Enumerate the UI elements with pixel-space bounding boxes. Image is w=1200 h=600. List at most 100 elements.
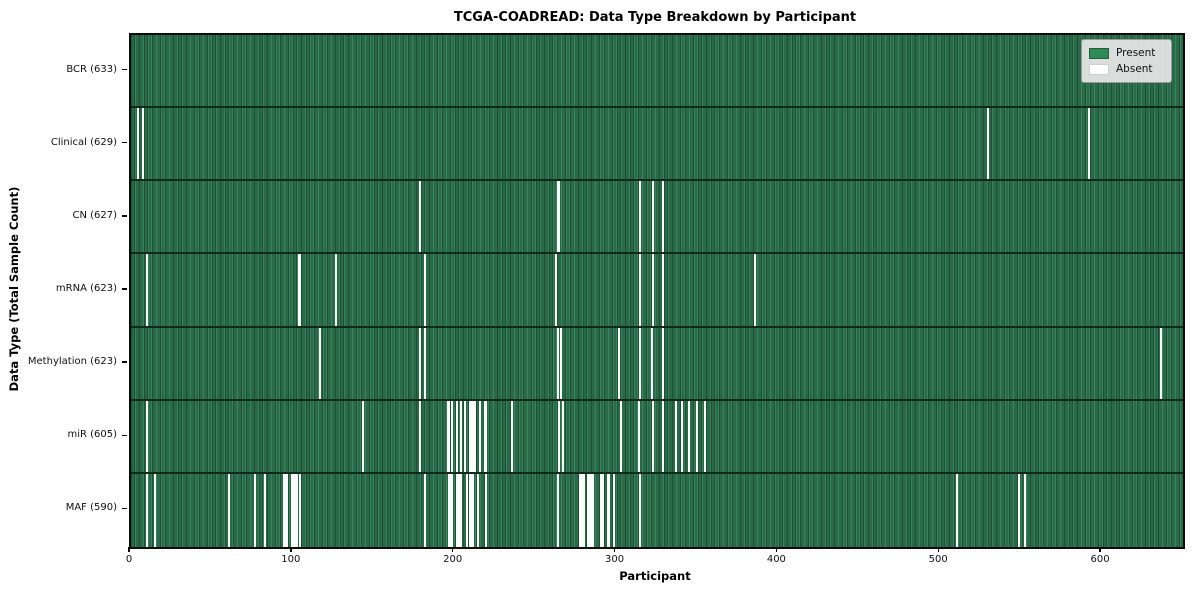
absent-line (477, 473, 480, 547)
absent-line (291, 473, 294, 547)
absent-line (464, 400, 467, 472)
absent-line (448, 473, 451, 547)
absent-line (292, 473, 295, 547)
y-tick-label-maf: MAF (590) (65, 502, 117, 514)
x-tick-mark (290, 547, 292, 552)
absent-line (318, 327, 321, 399)
absent-line (469, 473, 472, 547)
legend-absent-label: Absent (1116, 62, 1153, 75)
absent-line (639, 181, 642, 253)
absent-line (556, 181, 559, 253)
absent-line (153, 473, 156, 547)
x-axis-title: Participant (619, 569, 691, 583)
absent-line (618, 327, 621, 399)
absent-line (561, 400, 564, 472)
absent-line (478, 400, 481, 472)
present-swatch-icon (1089, 47, 1109, 59)
absent-line (582, 473, 585, 547)
plot-area (129, 33, 1185, 549)
x-tick-label-200: 200 (443, 554, 463, 565)
y-tick-label-clinical: Clinical (629) (50, 136, 117, 148)
absent-line (639, 254, 642, 326)
absent-line (448, 400, 451, 472)
absent-line (555, 254, 558, 326)
y-tick-mark (122, 434, 127, 436)
x-tick-mark (451, 547, 454, 552)
legend: Present Absent (1081, 39, 1172, 83)
absent-line (1087, 108, 1090, 180)
y-tick-label-bcr: BCR (633) (66, 63, 117, 75)
absent-line (472, 473, 475, 547)
absent-line (987, 108, 990, 180)
x-tick-mark (937, 547, 939, 552)
absent-line (485, 473, 488, 547)
x-tick-label-500: 500 (928, 554, 948, 565)
absent-line (469, 400, 472, 472)
absent-line (294, 473, 297, 547)
absent-line (639, 327, 642, 399)
absent-line (286, 473, 289, 547)
absent-line (637, 400, 640, 472)
absent-line (459, 473, 462, 547)
absent-swatch-icon (1089, 63, 1109, 75)
x-tick-mark (613, 547, 616, 552)
absent-line (650, 327, 653, 399)
absent-line (137, 108, 140, 180)
absent-line (1017, 473, 1020, 547)
absent-line (446, 400, 449, 472)
absent-line (661, 327, 664, 399)
absent-line (419, 400, 422, 472)
absent-line (558, 400, 561, 472)
absent-line (466, 473, 469, 547)
x-tick-label-0: 0 (125, 554, 133, 565)
absent-line (601, 473, 604, 547)
absent-line (652, 254, 655, 326)
absent-line (639, 473, 642, 547)
chart-title: TCGA-COADREAD: Data Type Breakdown by Pa… (453, 10, 857, 25)
absent-line (145, 400, 148, 472)
absent-line (556, 473, 559, 547)
absent-line (590, 473, 593, 547)
absent-line (254, 473, 256, 547)
absent-line (661, 254, 664, 326)
absent-line (608, 473, 611, 547)
absent-line (283, 473, 286, 547)
absent-line (589, 473, 592, 547)
absent-line (483, 400, 486, 472)
absent-line (661, 400, 664, 472)
absent-line (754, 254, 757, 326)
row-methylation (131, 327, 1183, 401)
absent-line (423, 327, 426, 399)
y-tick-label-mir: miR (605) (67, 429, 117, 441)
absent-line (145, 254, 148, 326)
absent-line (474, 400, 477, 472)
x-tick-mark (775, 547, 778, 552)
absent-line (592, 473, 595, 547)
absent-line (613, 473, 616, 547)
absent-line (511, 400, 514, 472)
absent-line (695, 400, 698, 472)
absent-line (600, 473, 603, 547)
absent-line (297, 254, 300, 326)
x-tick-mark (1099, 547, 1101, 552)
absent-line (1160, 327, 1163, 399)
absent-line (470, 400, 473, 472)
absent-line (556, 327, 559, 399)
row-clinical (131, 108, 1183, 182)
y-tick-mark (122, 215, 127, 217)
y-tick-label-methylation: Methylation (623) (27, 356, 117, 368)
absent-line (457, 473, 460, 547)
absent-line (145, 473, 148, 547)
absent-line (703, 400, 706, 472)
absent-line (459, 400, 462, 472)
absent-line (449, 473, 452, 547)
y-tick-mark (122, 68, 127, 71)
row-cn (131, 181, 1183, 255)
absent-line (451, 400, 454, 472)
row-mir (131, 400, 1183, 474)
absent-line (956, 473, 959, 547)
x-tick-label-300: 300 (604, 554, 625, 565)
absent-line (652, 181, 655, 253)
absent-line (1024, 473, 1027, 547)
